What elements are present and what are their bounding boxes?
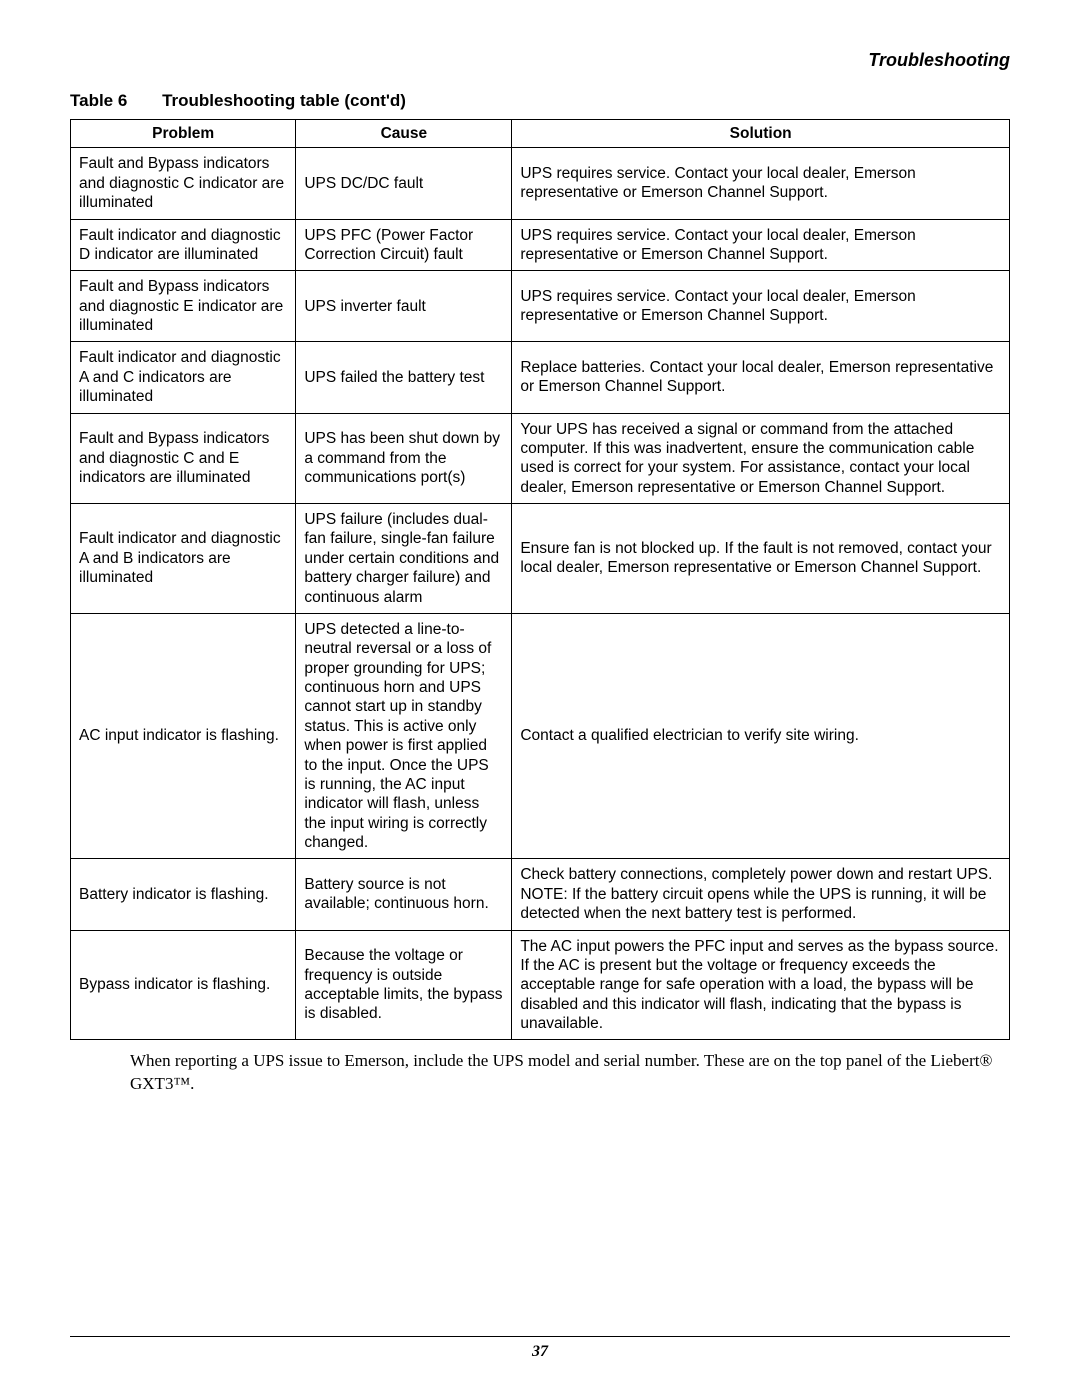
cell-solution: Contact a qualified electrician to verif…: [512, 613, 1010, 859]
cell-cause: UPS detected a line-to-neutral reversal …: [296, 613, 512, 859]
cell-solution: Replace batteries. Contact your local de…: [512, 342, 1010, 413]
cell-problem: Fault indicator and diagnostic A and B i…: [71, 504, 296, 614]
cell-problem: Battery indicator is flashing.: [71, 859, 296, 930]
table-label: Table 6: [70, 91, 127, 111]
cell-cause: UPS DC/DC fault: [296, 148, 512, 219]
col-header-problem: Problem: [71, 120, 296, 148]
cell-cause: UPS PFC (Power Factor Correction Circuit…: [296, 219, 512, 271]
cell-solution: Your UPS has received a signal or comman…: [512, 413, 1010, 504]
col-header-cause: Cause: [296, 120, 512, 148]
troubleshooting-table: Problem Cause Solution Fault and Bypass …: [70, 119, 1010, 1040]
section-header: Troubleshooting: [70, 50, 1010, 71]
cell-solution: Ensure fan is not blocked up. If the fau…: [512, 504, 1010, 614]
table-caption: Table 6 Troubleshooting table (cont'd): [70, 91, 1010, 111]
footnote-text: When reporting a UPS issue to Emerson, i…: [130, 1050, 1010, 1096]
cell-problem: Bypass indicator is flashing.: [71, 930, 296, 1040]
footer-rule: [70, 1336, 1010, 1337]
cell-cause: UPS failure (includes dual-fan failure, …: [296, 504, 512, 614]
table-header-row: Problem Cause Solution: [71, 120, 1010, 148]
page-number: 37: [0, 1343, 1080, 1361]
cell-solution: Check battery connections, completely po…: [512, 859, 1010, 930]
table-row: Fault and Bypass indicators and diagnost…: [71, 413, 1010, 504]
table-title: Troubleshooting table (cont'd): [162, 91, 406, 110]
cell-problem: Fault indicator and diagnostic D indicat…: [71, 219, 296, 271]
cell-problem: AC input indicator is flashing.: [71, 613, 296, 859]
cell-cause: Because the voltage or frequency is outs…: [296, 930, 512, 1040]
table-row: Battery indicator is flashing. Battery s…: [71, 859, 1010, 930]
col-header-solution: Solution: [512, 120, 1010, 148]
cell-solution: The AC input powers the PFC input and se…: [512, 930, 1010, 1040]
cell-solution: UPS requires service. Contact your local…: [512, 219, 1010, 271]
cell-solution: UPS requires service. Contact your local…: [512, 148, 1010, 219]
cell-problem: Fault and Bypass indicators and diagnost…: [71, 148, 296, 219]
table-row: Fault indicator and diagnostic D indicat…: [71, 219, 1010, 271]
cell-cause: UPS inverter fault: [296, 271, 512, 342]
cell-problem: Fault and Bypass indicators and diagnost…: [71, 413, 296, 504]
cell-cause: Battery source is not available; continu…: [296, 859, 512, 930]
table-row: Fault indicator and diagnostic A and B i…: [71, 504, 1010, 614]
table-row: Fault and Bypass indicators and diagnost…: [71, 271, 1010, 342]
table-row: Fault indicator and diagnostic A and C i…: [71, 342, 1010, 413]
cell-solution: UPS requires service. Contact your local…: [512, 271, 1010, 342]
table-row: AC input indicator is flashing. UPS dete…: [71, 613, 1010, 859]
document-page: Troubleshooting Table 6 Troubleshooting …: [0, 0, 1080, 1397]
cell-cause: UPS has been shut down by a command from…: [296, 413, 512, 504]
table-row: Fault and Bypass indicators and diagnost…: [71, 148, 1010, 219]
cell-cause: UPS failed the battery test: [296, 342, 512, 413]
cell-problem: Fault and Bypass indicators and diagnost…: [71, 271, 296, 342]
table-row: Bypass indicator is flashing. Because th…: [71, 930, 1010, 1040]
cell-problem: Fault indicator and diagnostic A and C i…: [71, 342, 296, 413]
